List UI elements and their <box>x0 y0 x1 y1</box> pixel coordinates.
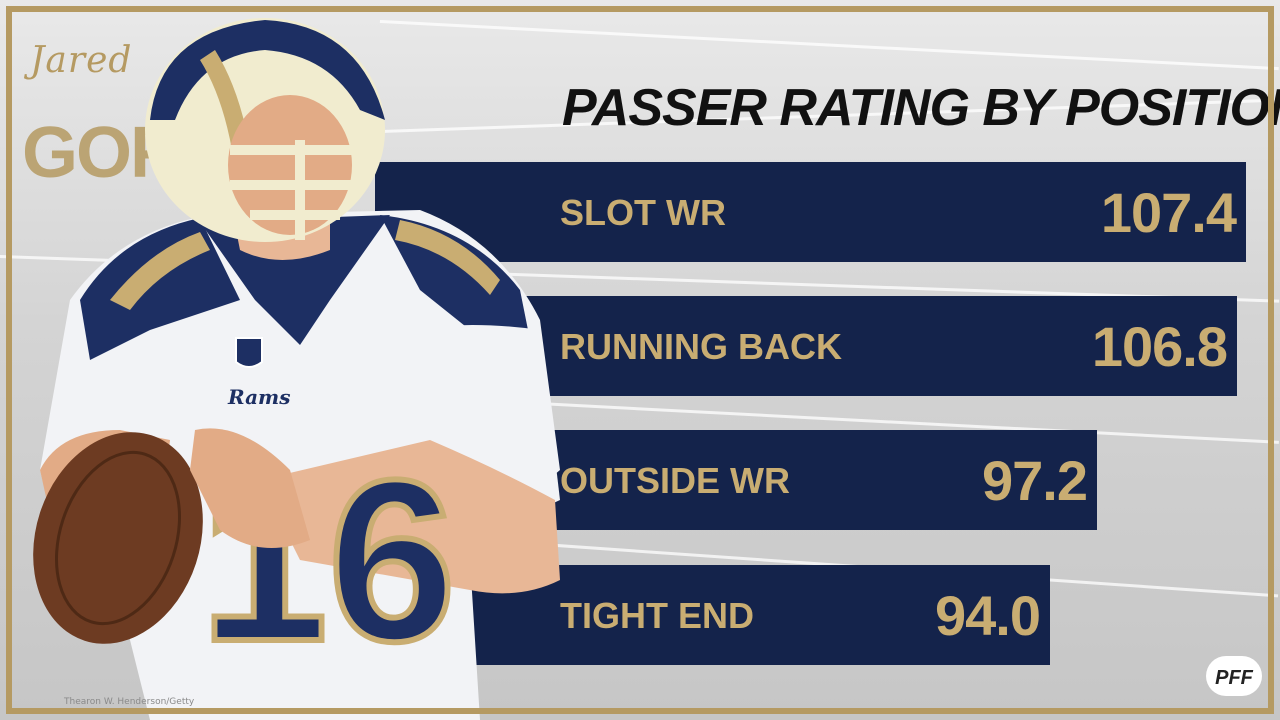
bar-label: SLOT WR <box>560 192 726 233</box>
pff-logo: PFF <box>1206 656 1262 696</box>
bar-label: OUTSIDE WR <box>560 460 790 501</box>
bar-tight-end <box>465 565 1050 665</box>
bar-label: TIGHT END <box>560 595 754 636</box>
photo-credit: Thearon W. Henderson/Getty <box>64 697 195 707</box>
chart-title: PASSER RATING BY POSITION <box>562 79 1280 137</box>
bar-value-label: 106.8 <box>1091 315 1228 378</box>
bar-value-label: 107.4 <box>1100 181 1237 244</box>
player-first-name: Jared <box>30 40 133 81</box>
bar-label: RUNNING BACK <box>560 326 842 367</box>
bar-outside-wr <box>545 430 1097 530</box>
team-patch: Rams <box>227 385 290 409</box>
bar-slot-wr <box>375 162 1246 262</box>
player-photo: 16 Rams <box>33 18 560 720</box>
bar-value-label: 97.2 <box>982 449 1088 512</box>
pff-logo-text: PFF <box>1215 667 1254 689</box>
bar-value-label: 94.0 <box>935 584 1041 647</box>
bar-running-back <box>505 296 1237 396</box>
